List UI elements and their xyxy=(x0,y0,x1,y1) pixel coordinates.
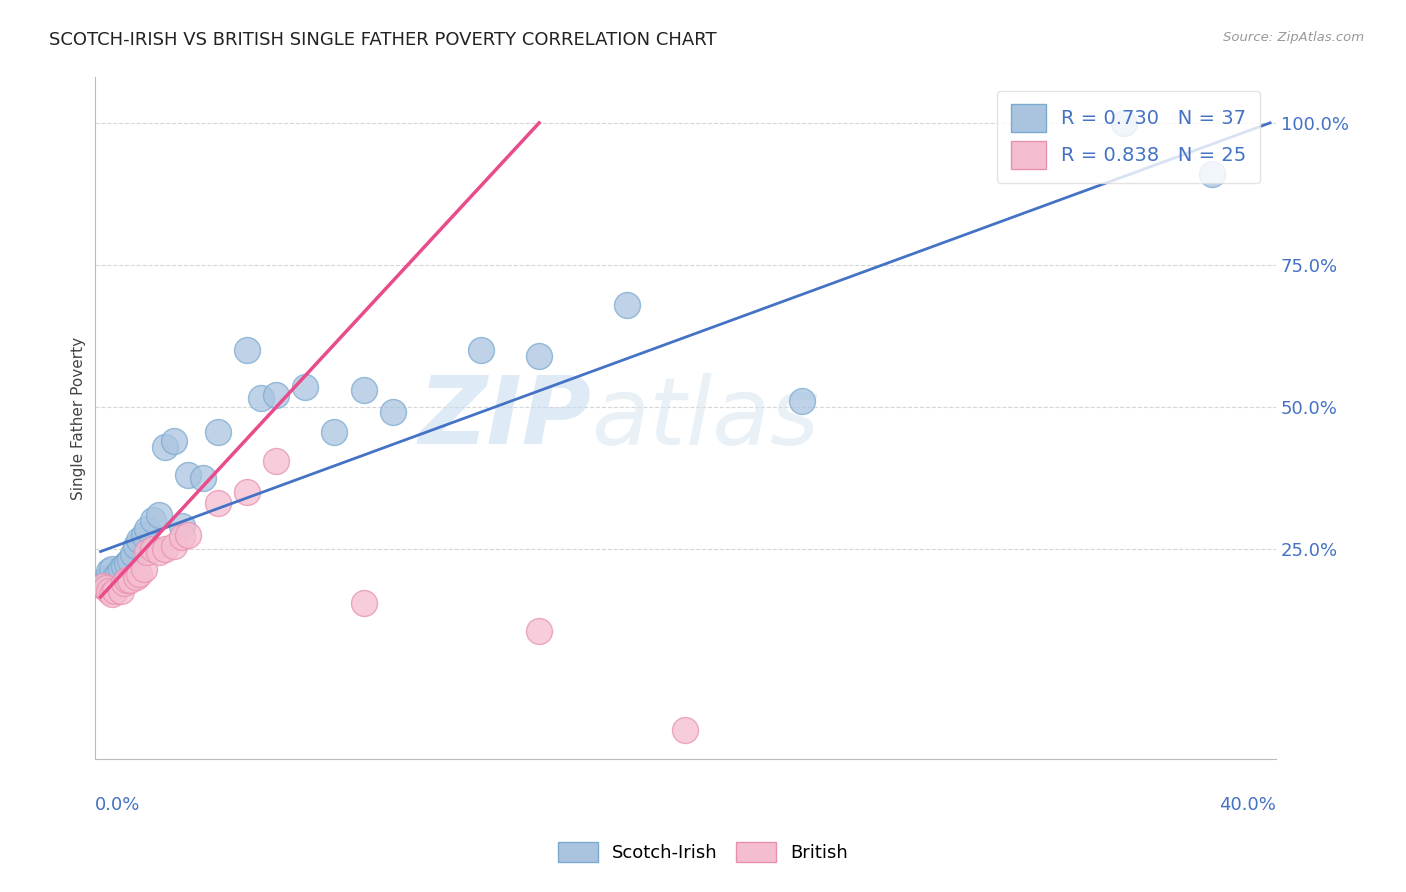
Point xyxy=(153,440,176,454)
Point xyxy=(104,584,127,599)
Point xyxy=(673,723,696,738)
Point xyxy=(93,579,115,593)
Point xyxy=(250,391,273,405)
Text: atlas: atlas xyxy=(591,373,820,464)
Point xyxy=(93,579,115,593)
Point xyxy=(128,533,150,548)
Point xyxy=(353,383,375,397)
Point xyxy=(177,467,200,482)
Point xyxy=(136,522,159,536)
Point xyxy=(236,484,259,499)
Point xyxy=(616,297,638,311)
Point xyxy=(153,541,176,556)
Point xyxy=(191,471,214,485)
Point xyxy=(264,453,287,467)
Point xyxy=(96,573,118,587)
Point xyxy=(124,570,146,584)
Point xyxy=(142,541,165,556)
Point xyxy=(381,405,404,419)
Point xyxy=(142,513,165,527)
Point xyxy=(124,539,146,553)
Point xyxy=(134,527,156,541)
Point xyxy=(148,508,170,522)
Legend: Scotch-Irish, British: Scotch-Irish, British xyxy=(551,834,855,870)
Point xyxy=(163,539,186,553)
Point xyxy=(148,544,170,558)
Point xyxy=(236,343,259,357)
Point xyxy=(107,567,129,582)
Point xyxy=(136,544,159,558)
Point xyxy=(98,570,121,584)
Point xyxy=(112,575,135,590)
Point xyxy=(527,349,550,363)
Point xyxy=(98,584,121,599)
Point xyxy=(96,582,118,596)
Text: SCOTCH-IRISH VS BRITISH SINGLE FATHER POVERTY CORRELATION CHART: SCOTCH-IRISH VS BRITISH SINGLE FATHER PO… xyxy=(49,31,717,49)
Y-axis label: Single Father Poverty: Single Father Poverty xyxy=(72,336,86,500)
Point xyxy=(527,624,550,638)
Point xyxy=(353,596,375,610)
Legend: R = 0.730   N = 37, R = 0.838   N = 25: R = 0.730 N = 37, R = 0.838 N = 25 xyxy=(997,91,1260,183)
Text: 40.0%: 40.0% xyxy=(1219,797,1277,814)
Point xyxy=(323,425,346,440)
Point xyxy=(1201,167,1223,181)
Point xyxy=(118,553,141,567)
Point xyxy=(128,567,150,582)
Text: Source: ZipAtlas.com: Source: ZipAtlas.com xyxy=(1223,31,1364,45)
Point xyxy=(470,343,492,357)
Point xyxy=(134,561,156,575)
Point xyxy=(110,561,132,575)
Text: ZIP: ZIP xyxy=(418,372,591,464)
Text: 0.0%: 0.0% xyxy=(94,797,141,814)
Point xyxy=(101,587,124,601)
Point xyxy=(172,530,194,544)
Point xyxy=(98,565,121,579)
Point xyxy=(792,394,814,409)
Point xyxy=(104,570,127,584)
Point xyxy=(112,558,135,573)
Point xyxy=(264,388,287,402)
Point xyxy=(1112,116,1135,130)
Point xyxy=(121,548,143,562)
Point xyxy=(207,496,229,510)
Point xyxy=(118,573,141,587)
Point xyxy=(115,573,138,587)
Point xyxy=(207,425,229,440)
Point xyxy=(172,519,194,533)
Point xyxy=(177,527,200,541)
Point xyxy=(101,561,124,575)
Point xyxy=(110,584,132,599)
Point xyxy=(115,556,138,570)
Point xyxy=(294,380,316,394)
Point xyxy=(163,434,186,448)
